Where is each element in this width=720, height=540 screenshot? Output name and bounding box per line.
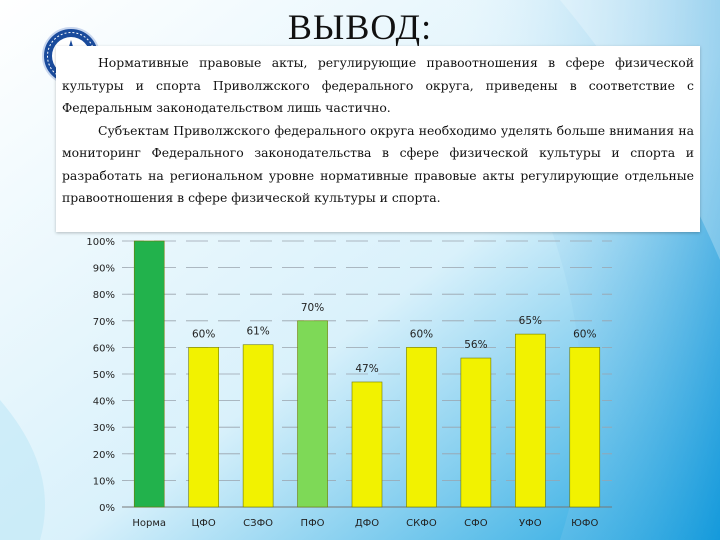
conclusion-textbox: Нормативные правовые акты, регулирующие … xyxy=(56,46,700,232)
x-tick-label: СЗФО xyxy=(243,518,273,529)
x-tick-label: ПФО xyxy=(301,518,325,529)
data-label: 60% xyxy=(573,328,596,340)
y-tick-label: 100% xyxy=(86,237,115,248)
bar xyxy=(406,347,437,508)
y-tick-label: 80% xyxy=(93,290,115,301)
data-label: 61% xyxy=(246,326,269,338)
x-tick-label: УФО xyxy=(519,518,542,529)
data-label: 60% xyxy=(410,328,433,340)
bar xyxy=(515,333,546,508)
y-tick-label: 60% xyxy=(93,343,115,354)
y-tick-label: 10% xyxy=(93,476,115,487)
bar xyxy=(133,240,165,508)
y-tick-label: 50% xyxy=(93,370,115,381)
y-tick-label: 40% xyxy=(93,397,115,408)
data-label: 47% xyxy=(355,363,378,375)
data-label: 56% xyxy=(464,339,487,351)
bar xyxy=(460,357,492,508)
x-tick-label: Норма xyxy=(132,518,166,529)
bar xyxy=(242,344,274,508)
x-tick-label: ДФО xyxy=(355,518,379,529)
bar xyxy=(569,347,601,508)
bar xyxy=(297,320,328,508)
y-tick-label: 0% xyxy=(99,503,115,514)
bar xyxy=(351,381,383,508)
data-label: 60% xyxy=(192,328,215,340)
y-tick-label: 20% xyxy=(93,450,115,461)
bar xyxy=(188,347,219,508)
data-label: 65% xyxy=(519,315,542,327)
y-tick-label: 90% xyxy=(93,264,115,275)
conclusion-paragraph-2: Субъектам Приволжского федерального окру… xyxy=(62,122,694,206)
x-tick-label: СКФО xyxy=(406,518,437,529)
y-tick-label: 30% xyxy=(93,423,115,434)
x-tick-label: ЦФО xyxy=(192,518,216,529)
data-label: 70% xyxy=(301,302,324,314)
slide-title: ВЫВОД: xyxy=(287,7,433,47)
x-tick-label: СФО xyxy=(464,518,488,529)
y-tick-label: 70% xyxy=(93,317,115,328)
x-tick-label: ЮФО xyxy=(571,518,598,529)
conclusion-paragraph-1: Нормативные правовые акты, регулирующие … xyxy=(62,55,694,115)
